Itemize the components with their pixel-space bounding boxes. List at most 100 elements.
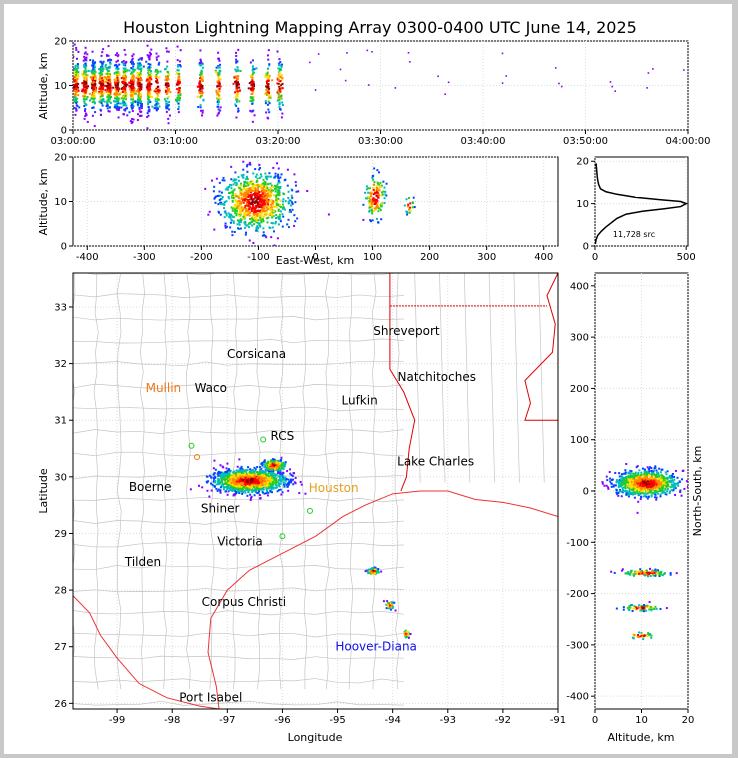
ew-altitude-point: [373, 183, 376, 186]
time-altitude-point: [84, 93, 87, 96]
ew-altitude-point: [243, 182, 246, 185]
time-altitude-point: [200, 69, 203, 72]
ew-altitude-point: [234, 194, 237, 197]
ew-altitude-point: [279, 199, 282, 202]
map-source-point: [294, 476, 297, 479]
ew-altitude-point: [236, 195, 239, 198]
map-source-point: [273, 458, 276, 461]
time-altitude-point: [148, 76, 151, 79]
time-altitude-point: [83, 104, 86, 107]
ew-altitude-point: [265, 188, 268, 191]
time-altitude-point: [131, 78, 134, 81]
time-altitude-point: [201, 76, 204, 79]
map-source-point: [234, 474, 237, 477]
map-source-point: [233, 493, 236, 496]
map-source-point: [255, 483, 258, 486]
time-altitude-point: [115, 67, 118, 70]
map-source-point: [243, 474, 246, 477]
ew-altitude-point: [369, 192, 372, 195]
ew-altitude-point: [255, 227, 258, 230]
map-source-point: [241, 483, 244, 486]
time-altitude-point: [134, 92, 137, 95]
time-altitude-point: [130, 72, 133, 75]
ew-altitude-point: [272, 230, 275, 233]
ew-altitude-point: [249, 190, 252, 193]
time-altitude-point: [100, 77, 103, 80]
map-source-point: [238, 488, 241, 491]
time-altitude-point: [268, 64, 271, 67]
ew-altitude-point: [371, 175, 374, 178]
ew-altitude-point: [248, 214, 251, 217]
time-altitude-point: [91, 72, 94, 75]
time-altitude-point: [120, 106, 123, 109]
ew-altitude-point: [406, 211, 409, 214]
map-source-point: [241, 488, 244, 491]
ew-altitude-point: [242, 217, 245, 220]
time-altitude-point: [76, 84, 79, 87]
map-source-point: [259, 468, 262, 471]
time-altitude-point: [201, 80, 204, 83]
time-altitude-point: [131, 98, 134, 101]
time-altitude-point: [85, 77, 88, 80]
time-altitude-point: [253, 114, 256, 117]
map-source-point: [255, 478, 258, 481]
time-altitude-point: [92, 59, 95, 62]
ew-altitude-point: [233, 181, 236, 184]
ew-altitude-point: [257, 197, 260, 200]
map-source-point: [266, 485, 269, 488]
time-altitude-point: [108, 106, 111, 109]
time-altitude-point: [78, 106, 81, 109]
map-source-point: [288, 483, 291, 486]
ew-altitude-point: [248, 161, 251, 164]
map-source-point: [213, 459, 216, 462]
ew-altitude-point: [277, 181, 280, 184]
time-altitude-point: [234, 96, 237, 99]
ew-altitude-point: [224, 188, 227, 191]
time-altitude-point: [235, 84, 238, 87]
ew-altitude-point: [279, 220, 282, 223]
time-altitude-point: [251, 65, 254, 68]
map-source-point: [213, 479, 216, 482]
map-source-point: [269, 463, 272, 466]
ew-altitude-point: [274, 172, 277, 175]
city-label: Lufkin: [341, 393, 377, 407]
map-source-point: [260, 462, 263, 465]
time-altitude-point: [251, 89, 254, 92]
map-source-point: [268, 482, 271, 485]
ew-altitude-point: [249, 188, 252, 191]
time-altitude-point: [108, 69, 111, 72]
time-altitude-point: [199, 90, 202, 93]
time-altitude-point: [77, 75, 80, 78]
time-altitude-point: [138, 62, 141, 65]
time-altitude-point: [251, 102, 254, 105]
time-altitude-point: [98, 81, 101, 84]
ew-altitude-point: [235, 178, 238, 181]
time-altitude-point: [84, 88, 87, 91]
map-source-point: [270, 466, 273, 469]
time-altitude-point: [202, 98, 205, 101]
time-altitude-point: [74, 107, 77, 110]
ew-altitude-point: [215, 195, 218, 198]
ew-altitude-point: [239, 184, 242, 187]
time-altitude-point: [137, 71, 140, 74]
map-source-point: [236, 465, 239, 468]
ns-source-point: [654, 465, 657, 468]
map-source-point: [231, 483, 234, 486]
map-source-point: [267, 467, 270, 470]
time-altitude-point: [147, 114, 150, 117]
time-altitude-point: [164, 67, 167, 70]
map-source-point: [251, 483, 254, 486]
ew-altitude-point: [262, 205, 265, 208]
time-altitude-point: [147, 105, 150, 108]
ew-altitude-point: [281, 225, 284, 228]
map-source-point: [258, 494, 261, 497]
ew-altitude-point: [371, 198, 374, 201]
time-altitude-point: [447, 81, 450, 84]
map-source-point: [264, 476, 267, 479]
time-altitude-point: [176, 59, 179, 62]
time-altitude-point: [176, 65, 179, 68]
ew-altitude-point: [270, 184, 273, 187]
ew-altitude-point: [262, 194, 265, 197]
map-source-point: [267, 487, 270, 490]
time-altitude-point: [113, 106, 116, 109]
